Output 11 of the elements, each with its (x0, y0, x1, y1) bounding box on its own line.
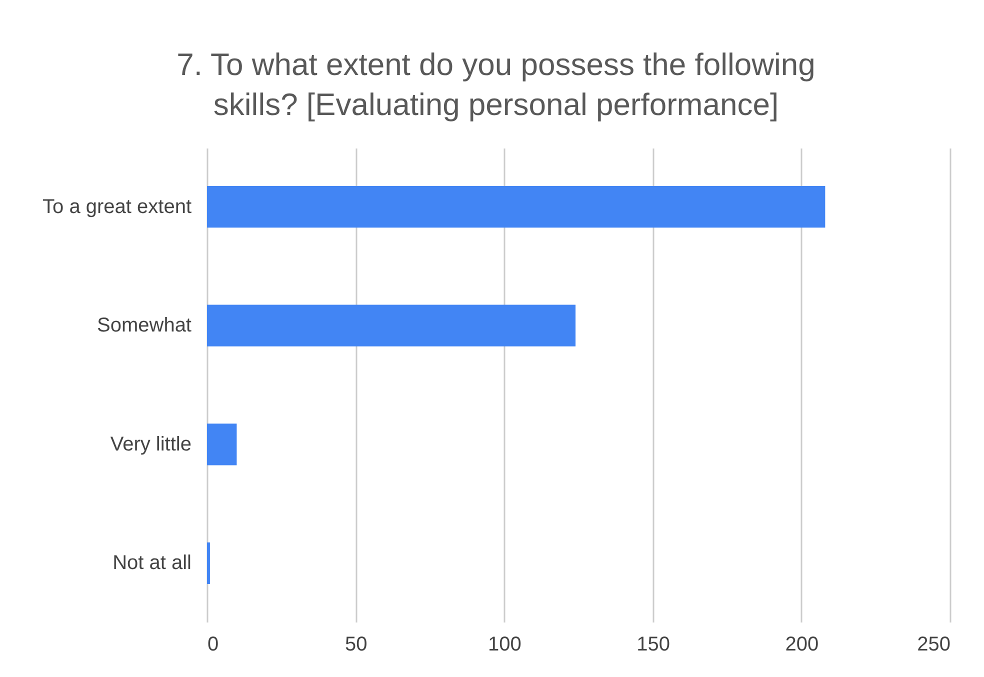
x-tick-label: 200 (785, 634, 819, 656)
y-tick-label: To a great extent (42, 196, 192, 218)
y-tick-label: Somewhat (97, 314, 192, 337)
x-tick-label: 250 (917, 634, 950, 656)
x-tick-label: 0 (208, 634, 219, 656)
y-tick-label: Very little (110, 433, 192, 456)
x-tick-label: 150 (636, 634, 670, 656)
chart-title: 7. To what extent do you possess the following skills? [Evaluating personal performance] (176, 47, 816, 122)
x-tick-label: 100 (488, 634, 522, 656)
y-tick-label: Not at all (112, 552, 192, 574)
x-tick-label: 50 (344, 634, 368, 656)
